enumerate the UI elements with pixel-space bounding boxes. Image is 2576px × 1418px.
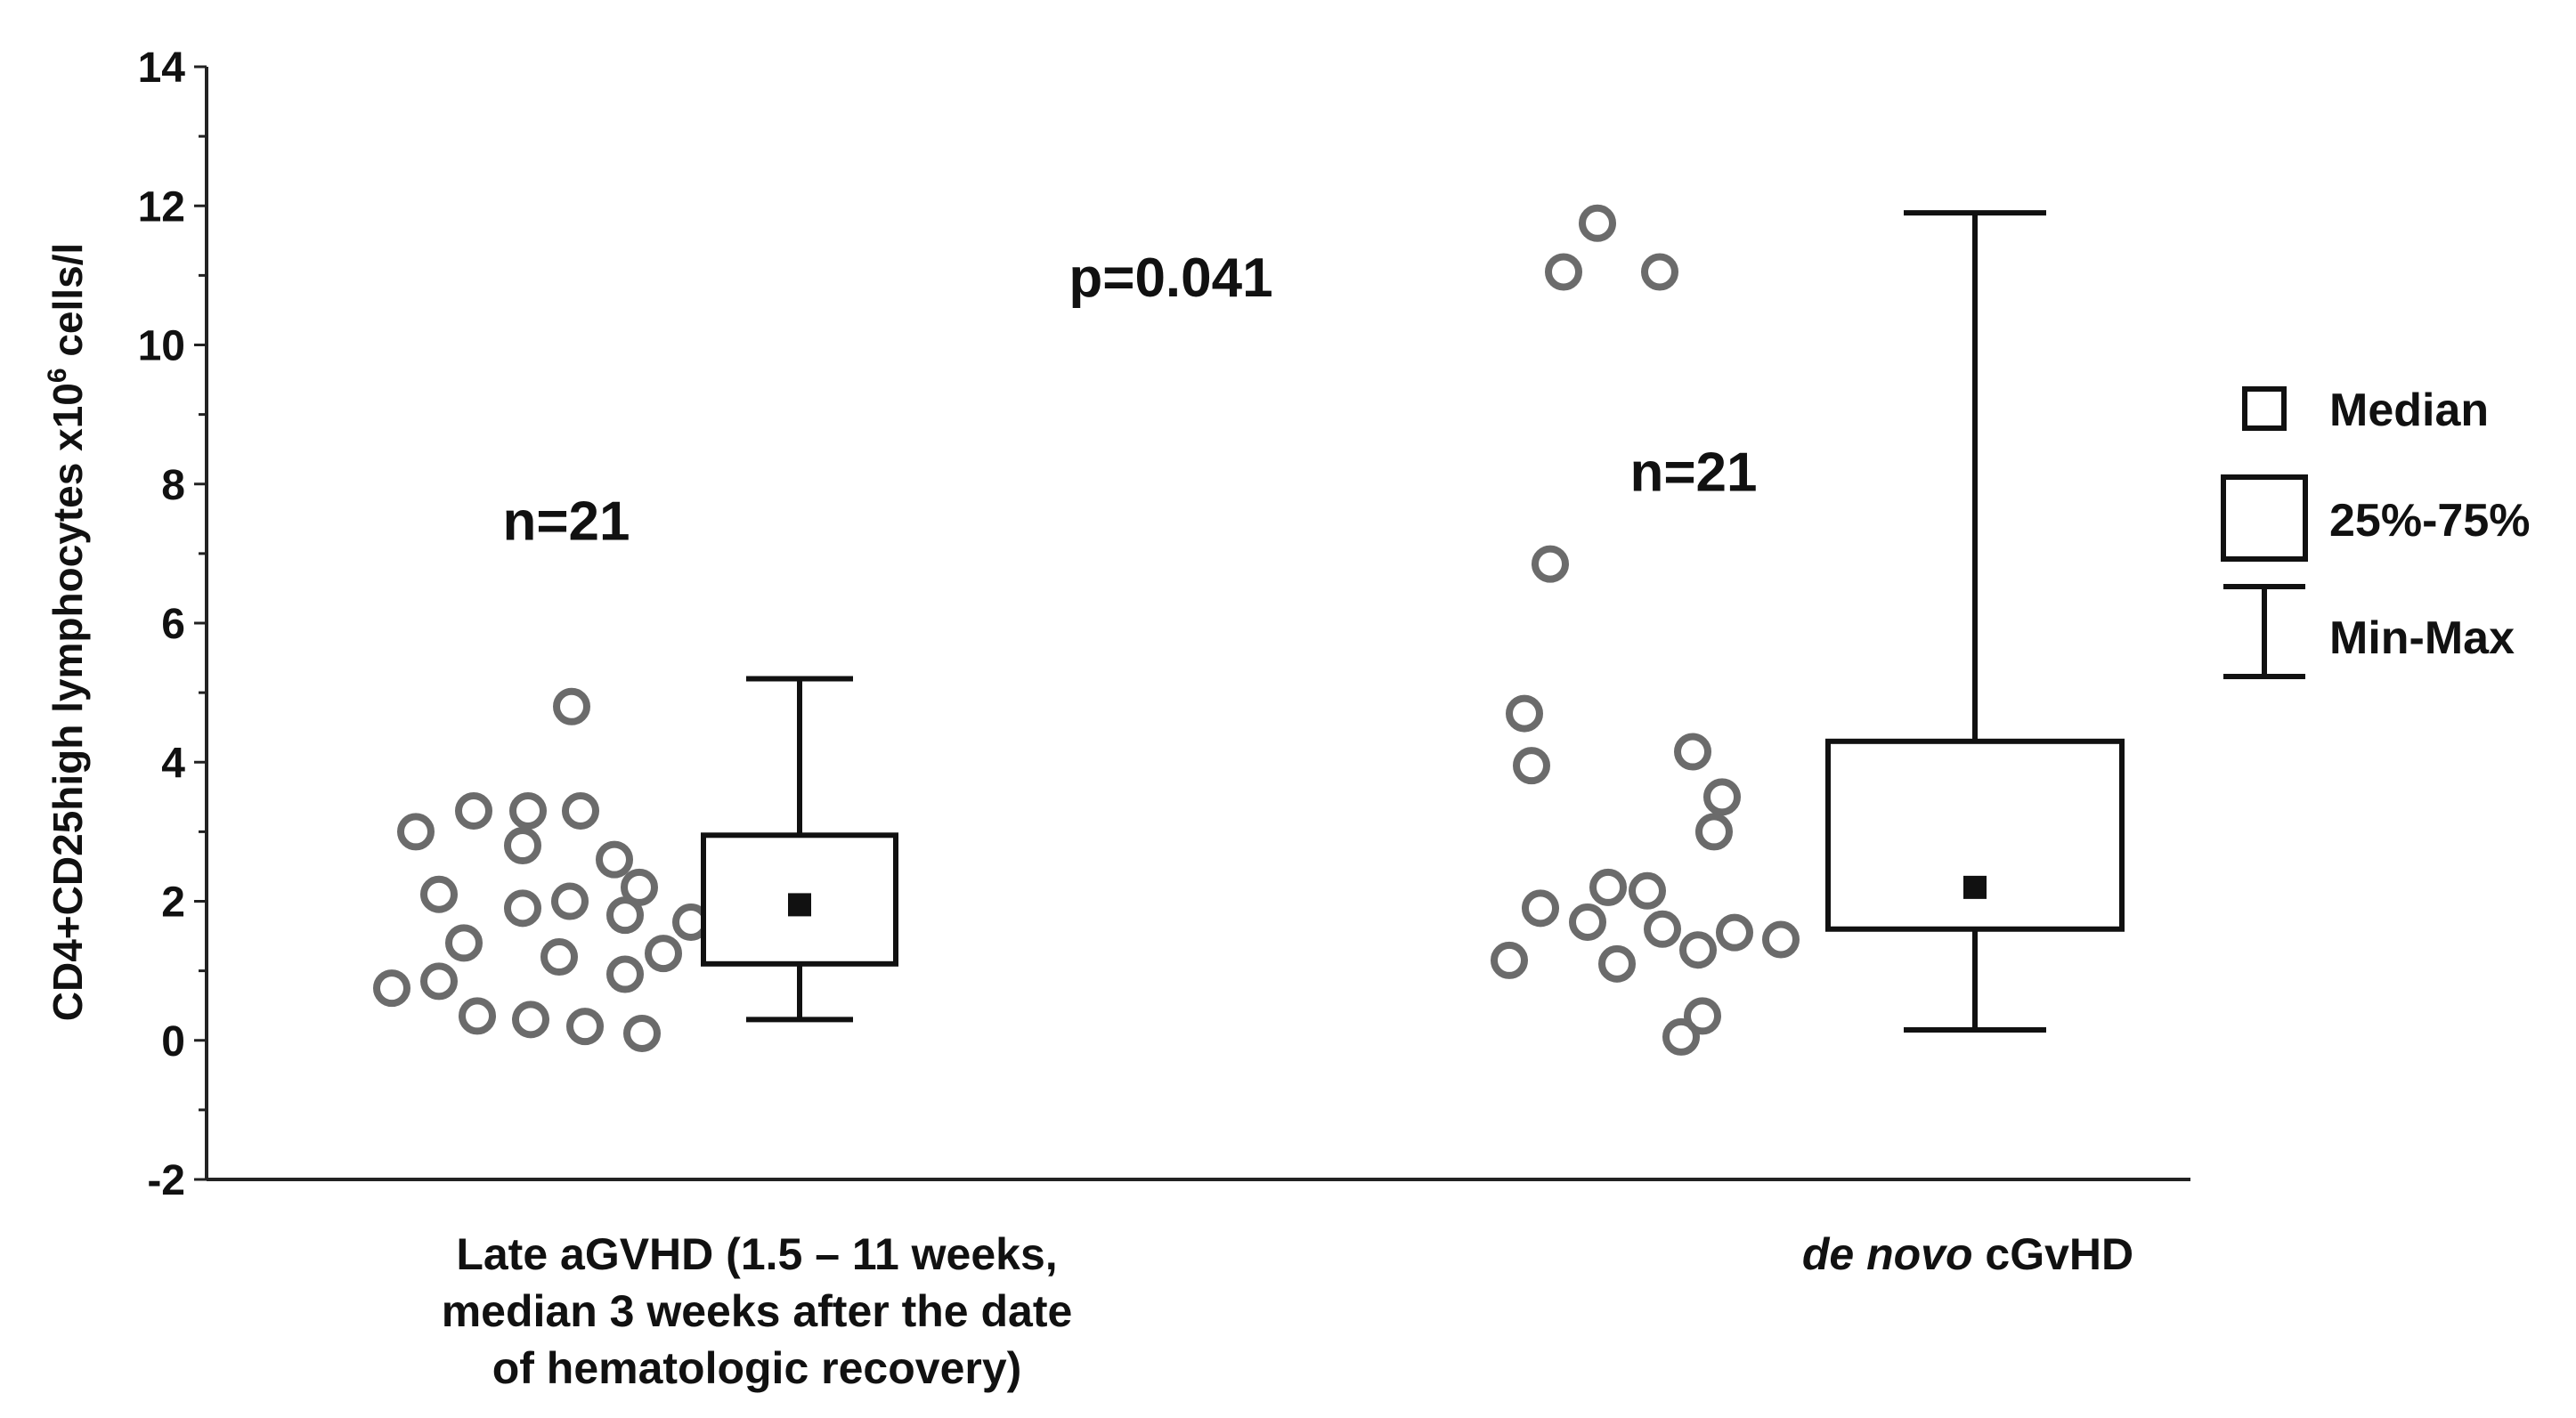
data-point bbox=[606, 955, 644, 993]
data-point bbox=[1644, 910, 1681, 948]
data-point bbox=[1762, 920, 1800, 959]
data-point bbox=[562, 791, 599, 830]
category-label-line: median 3 weeks after the date bbox=[442, 1286, 1073, 1336]
data-point bbox=[1569, 903, 1606, 941]
data-point bbox=[551, 882, 589, 920]
p-value-label: p=0.041 bbox=[1069, 247, 1272, 309]
data-point bbox=[512, 1001, 549, 1039]
data-point bbox=[1589, 868, 1627, 906]
data-point bbox=[596, 840, 633, 879]
data-point bbox=[1641, 253, 1678, 291]
data-point bbox=[504, 827, 541, 864]
category-label: de novo cGvHD bbox=[1802, 1229, 2133, 1279]
y-tick-label: 14 bbox=[138, 45, 186, 92]
legend-box-swatch bbox=[2221, 474, 2308, 562]
data-point bbox=[420, 875, 458, 913]
data-point bbox=[1579, 204, 1616, 242]
y-tick-label: 12 bbox=[138, 183, 185, 231]
data-point bbox=[445, 924, 483, 962]
n-label: n=21 bbox=[502, 490, 630, 552]
median-marker bbox=[788, 893, 811, 917]
y-ticks: -2 0 2 4 6 8 10 12 14 bbox=[138, 45, 207, 1204]
data-point bbox=[621, 868, 658, 906]
data-point bbox=[1506, 694, 1543, 733]
data-point bbox=[1662, 1017, 1700, 1056]
data-point bbox=[623, 1014, 661, 1052]
data-point bbox=[1545, 253, 1582, 291]
data-point bbox=[540, 938, 578, 976]
data-point bbox=[1629, 871, 1666, 910]
data-point bbox=[459, 997, 496, 1035]
data-point bbox=[645, 935, 682, 973]
y-tick-label: -2 bbox=[147, 1157, 185, 1204]
data-point bbox=[1522, 889, 1559, 928]
legend-label: 25%-75% bbox=[2329, 495, 2530, 547]
legend-label: Median bbox=[2329, 385, 2489, 436]
y-axis-label: CD4+CD25high lymphocytes x106 cells/l bbox=[43, 243, 91, 1021]
box-plots bbox=[701, 210, 2125, 1033]
data-point bbox=[566, 1008, 604, 1046]
y-tick-label: 2 bbox=[161, 879, 185, 927]
data-point bbox=[1513, 747, 1550, 785]
data-point bbox=[1491, 941, 1528, 979]
legend-median-swatch bbox=[2242, 386, 2287, 431]
y-tick-label: 8 bbox=[161, 462, 185, 509]
axes bbox=[205, 67, 2190, 1181]
labels: CD4+CD25high lymphocytes x106 cells/l n=2… bbox=[43, 243, 2133, 1393]
data-point bbox=[1695, 813, 1733, 851]
category-label-line: of hematologic recovery) bbox=[492, 1343, 1022, 1393]
y-tick-label: 10 bbox=[138, 323, 185, 370]
data-point bbox=[504, 889, 541, 928]
category-label-line: Late aGVHD (1.5 – 11 weeks, bbox=[456, 1229, 1057, 1279]
data-point bbox=[1716, 913, 1753, 952]
data-point bbox=[420, 962, 458, 1001]
data-point bbox=[1598, 944, 1636, 983]
y-tick-label: 0 bbox=[161, 1018, 185, 1066]
data-point bbox=[509, 791, 547, 830]
data-point bbox=[1532, 545, 1569, 583]
y-tick-label: 4 bbox=[161, 740, 185, 787]
data-point bbox=[1684, 997, 1721, 1035]
data-point bbox=[455, 791, 492, 830]
iqr-box bbox=[1825, 738, 2125, 932]
data-point bbox=[1674, 733, 1711, 771]
data-point bbox=[1679, 931, 1717, 969]
median-marker bbox=[1963, 875, 1987, 899]
y-tick-label: 6 bbox=[161, 601, 185, 648]
n-label: n=21 bbox=[1629, 442, 1757, 504]
data-point bbox=[553, 687, 590, 725]
legend-label: Min-Max bbox=[2329, 612, 2515, 664]
data-point bbox=[606, 896, 644, 935]
data-point bbox=[373, 969, 410, 1008]
legend: Median 25%-75% Min-Max bbox=[2221, 385, 2530, 679]
data-point bbox=[1703, 778, 1741, 816]
data-point bbox=[397, 813, 435, 851]
data-points bbox=[373, 204, 1800, 1056]
